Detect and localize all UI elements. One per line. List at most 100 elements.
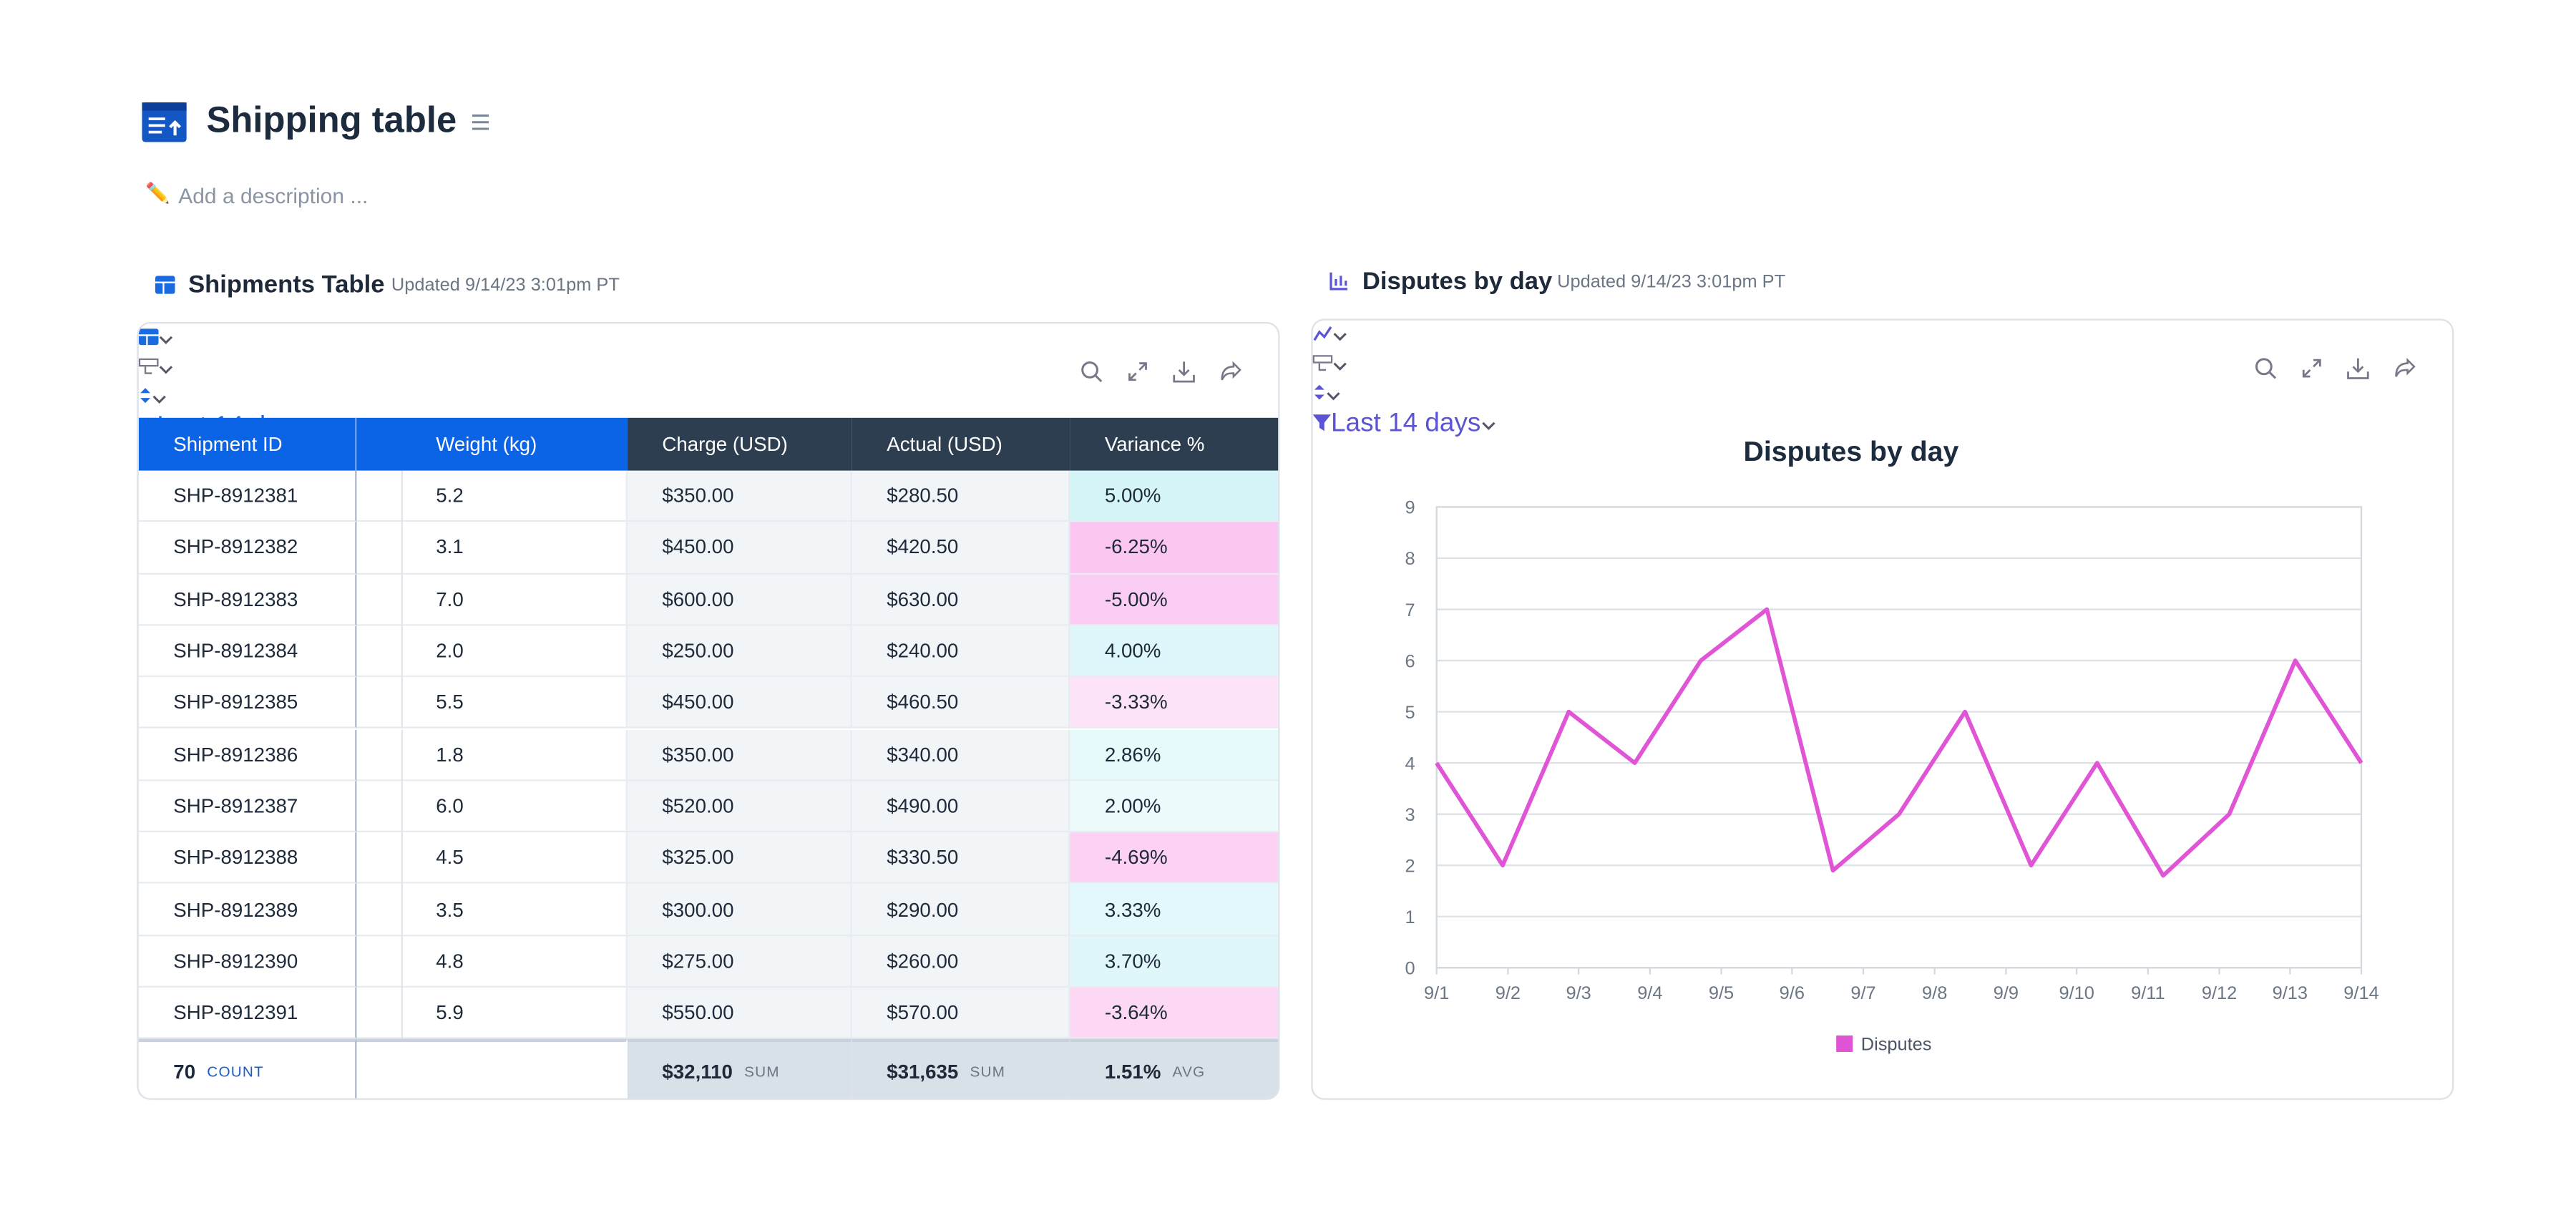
toolbar-icon[interactable] (1219, 360, 1241, 383)
table-cell: $570.00 (852, 987, 1070, 1040)
table-cell: $550.00 (627, 987, 852, 1040)
column-header[interactable]: Charge (USD) (627, 417, 852, 471)
footer-cell: $32,110 SUM (627, 1039, 852, 1098)
table-cell: 5.5 (356, 677, 628, 729)
table-cell: 3.33% (1070, 884, 1279, 936)
row-divider (401, 884, 404, 936)
y-tick-label: 4 (1405, 754, 1415, 774)
table-cell: $600.00 (627, 574, 852, 626)
row-divider (401, 935, 404, 988)
table-cell: -3.33% (1070, 677, 1279, 729)
table-cell: -5.00% (1070, 574, 1279, 626)
table-cell: 2.86% (1070, 729, 1279, 781)
footer-cell: $31,635 SUM (852, 1039, 1070, 1098)
x-tick-label: 9/4 (1637, 983, 1662, 1003)
table-cell: $350.00 (627, 470, 852, 522)
y-tick-label: 5 (1405, 703, 1415, 723)
updated-label: Updated 9/14/23 3:01pm PT (1557, 272, 1786, 293)
table-cell: SHP-8912382 (138, 522, 357, 575)
menu-icon[interactable] (471, 112, 491, 132)
toolbar-button[interactable] (139, 383, 210, 413)
table-cell: $450.00 (627, 522, 852, 575)
legend-swatch (1836, 1035, 1853, 1052)
row-divider (401, 832, 404, 885)
x-tick-label: 9/13 (2273, 983, 2308, 1003)
toolbar-icon[interactable] (2393, 356, 2416, 379)
data-line (1435, 607, 2363, 878)
toolbar-button[interactable] (1313, 380, 1384, 410)
y-tick-label: 9 (1405, 498, 1415, 518)
y-tick-label: 0 (1405, 959, 1415, 979)
toolbar-icon[interactable] (1080, 360, 1103, 383)
table-cell: 4.5 (356, 832, 628, 885)
table-cell: $280.50 (852, 470, 1070, 522)
toolbar-icon[interactable] (2301, 356, 2323, 379)
y-tick-label: 3 (1405, 805, 1415, 825)
table-cell: $630.00 (852, 574, 1070, 626)
footer-value: $31,635 (887, 1060, 959, 1083)
footer-agg: SUM (970, 1063, 1006, 1080)
table-cell: 3.1 (356, 522, 628, 575)
table-cell: $325.00 (627, 832, 852, 885)
footer-agg: COUNT (207, 1063, 264, 1080)
x-tick-label: 9/9 (1994, 983, 2019, 1003)
toolbar-icon[interactable] (1172, 360, 1195, 383)
table-cell: SHP-8912391 (138, 987, 357, 1040)
toolbar-button[interactable] (1312, 350, 1382, 380)
y-tick-label: 7 (1405, 600, 1415, 620)
column-header[interactable]: Actual (USD) (852, 417, 1070, 471)
filter-label[interactable]: Last 14 days (1330, 409, 1481, 438)
toolbar-button[interactable] (138, 354, 208, 384)
table-icon (142, 102, 187, 142)
table-cell: $290.00 (852, 884, 1070, 936)
toolbar-icon[interactable] (2346, 356, 2369, 379)
footer-value: $32,110 (662, 1060, 733, 1083)
table-cell: -4.69% (1070, 832, 1279, 885)
footer-agg: SUM (744, 1063, 780, 1080)
table-cell: SHP-8912385 (138, 677, 357, 729)
plot-border (1435, 506, 2363, 969)
table-cell: $450.00 (627, 677, 852, 729)
y-tick-label: 6 (1405, 651, 1415, 671)
updated-label: Updated 9/14/23 3:01pm PT (391, 276, 620, 296)
row-divider (401, 729, 404, 781)
table-cell: 3.70% (1070, 935, 1279, 988)
table-cell: SHP-8912389 (138, 884, 357, 936)
column-header[interactable]: Weight (kg) (356, 417, 628, 471)
table-cell: $340.00 (852, 729, 1070, 781)
column-header[interactable]: Variance % (1070, 417, 1279, 471)
table-cell: 6.0 (356, 781, 628, 833)
table-cell: $330.50 (852, 832, 1070, 885)
x-tick-label: 9/6 (1780, 983, 1805, 1003)
panel-icon (155, 276, 175, 294)
table-cell: 5.00% (1070, 470, 1279, 522)
page-title: Shipping table (206, 99, 457, 141)
row-divider (401, 781, 404, 833)
table-cell: 2.0 (356, 625, 628, 678)
row-divider (401, 625, 404, 678)
y-tick-label: 1 (1405, 907, 1415, 927)
pencil-icon: ✏️ (145, 181, 170, 205)
toolbar-button[interactable] (1313, 321, 1382, 351)
column-header[interactable]: Shipment ID (138, 417, 357, 471)
table-cell: 4.00% (1070, 625, 1279, 678)
x-tick-label: 9/3 (1566, 983, 1591, 1003)
x-tick-label: 9/2 (1496, 983, 1521, 1003)
filter-button[interactable]: Last 14 days (1312, 409, 1515, 439)
toolbar-button[interactable] (138, 323, 208, 354)
toolbar-icon[interactable] (1126, 360, 1149, 383)
toolbar-icon[interactable] (2254, 356, 2277, 379)
footer-cell: 70 COUNT (138, 1039, 357, 1098)
table-cell: SHP-8912390 (138, 935, 357, 988)
chart-card: Disputes by day 0 1 2 3 4 5 6 7 8 9 9/1 9/2 9/3 9/4 9/5… (1311, 318, 2454, 1100)
footer-cell: 1.51% AVG (1070, 1039, 1279, 1098)
table-cell: $520.00 (627, 781, 852, 833)
footer-value: 1.51% (1104, 1060, 1161, 1083)
x-tick-label: 9/11 (2131, 983, 2165, 1003)
footer-cell (356, 1039, 628, 1098)
table-cell: 7.0 (356, 574, 628, 626)
table-cell: 3.5 (356, 884, 628, 936)
description[interactable]: Add a description ... (178, 183, 369, 208)
